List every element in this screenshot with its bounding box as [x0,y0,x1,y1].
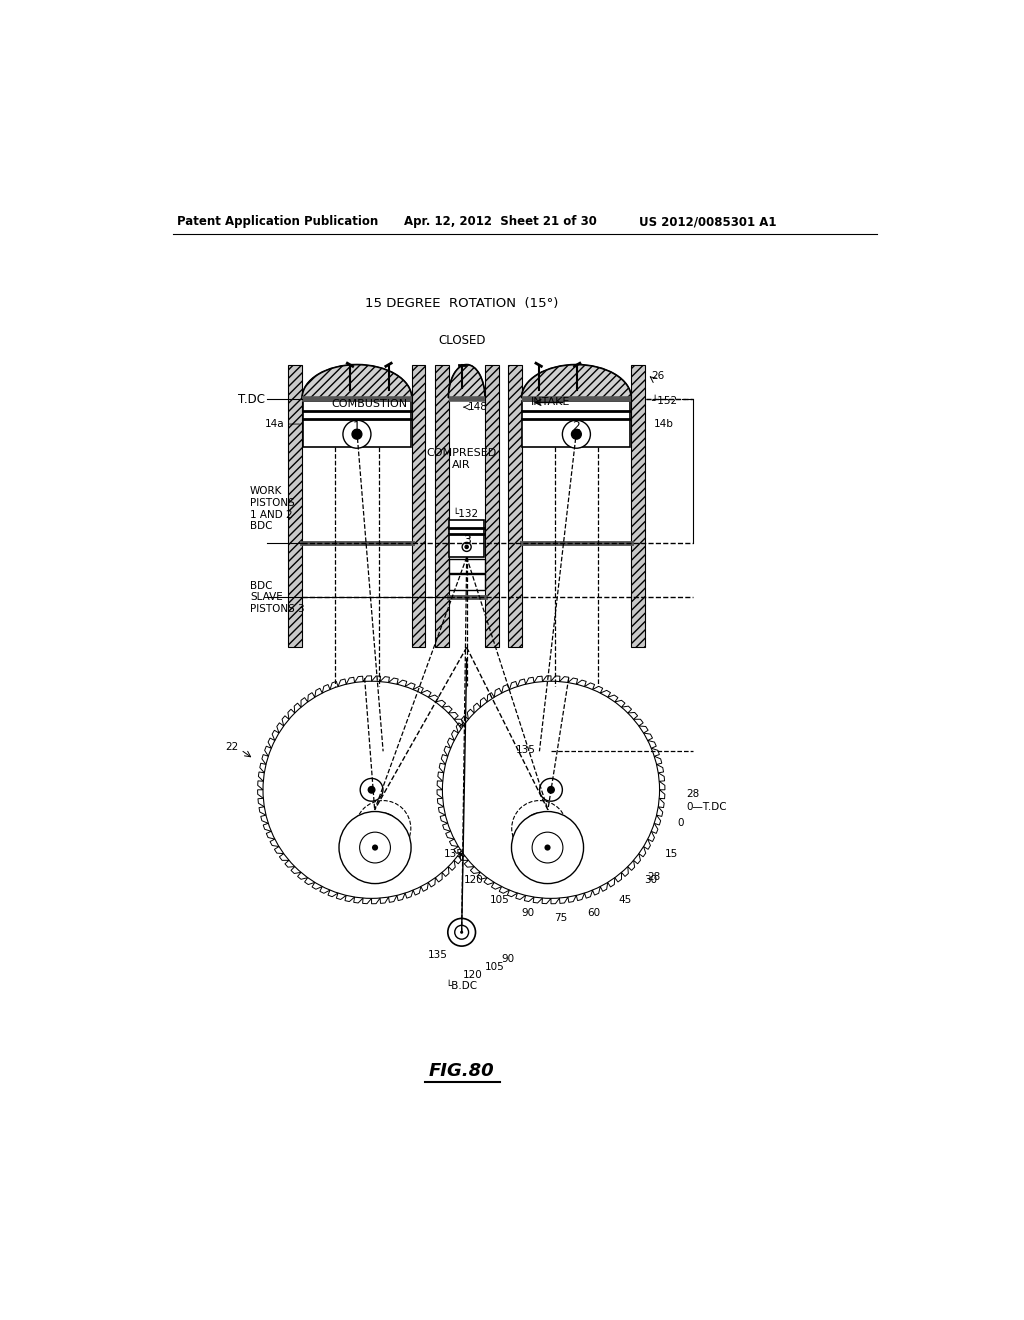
Polygon shape [303,401,411,447]
Text: 26: 26 [651,371,665,381]
Circle shape [455,925,469,940]
Text: Patent Application Publication: Patent Application Publication [177,215,378,228]
Circle shape [571,429,582,440]
Circle shape [360,779,383,801]
Polygon shape [289,364,302,647]
Circle shape [524,813,555,843]
Text: 3: 3 [463,535,471,546]
Text: 15: 15 [665,849,678,859]
Polygon shape [484,364,499,647]
Polygon shape [449,558,484,573]
Text: 2: 2 [572,420,581,433]
Text: 135: 135 [516,744,536,755]
Text: CLOSED: CLOSED [438,334,485,347]
Text: BDC
SLAVE
PISTONS 3: BDC SLAVE PISTONS 3 [250,581,304,614]
Text: T.DC: T.DC [239,393,265,407]
Circle shape [339,812,411,883]
Text: 148: 148 [468,403,487,412]
Text: 135: 135 [428,950,447,961]
Text: 105: 105 [484,962,505,972]
Text: 0—T.DC: 0—T.DC [686,801,727,812]
Circle shape [540,779,562,801]
Circle shape [465,545,468,549]
Text: 22: 22 [225,742,239,752]
Polygon shape [450,520,484,557]
Circle shape [537,825,543,832]
Text: 15 DEGREE  ROTATION  (15°): 15 DEGREE ROTATION (15°) [365,297,558,310]
Text: 135: 135 [443,849,463,859]
Circle shape [512,800,567,857]
Polygon shape [449,574,484,590]
Text: INTAKE: INTAKE [530,397,570,408]
Polygon shape [302,364,412,397]
Text: 0: 0 [678,818,684,828]
Text: COMBUSTION: COMBUSTION [331,399,408,409]
Circle shape [343,420,371,449]
Polygon shape [449,364,484,397]
Text: Apr. 12, 2012  Sheet 21 of 30: Apr. 12, 2012 Sheet 21 of 30 [403,215,597,228]
Circle shape [368,785,376,793]
Circle shape [511,812,584,883]
Circle shape [372,845,378,850]
Circle shape [447,919,475,946]
Circle shape [562,420,591,449]
Text: 75: 75 [554,912,567,923]
Text: COMPRESED
AIR: COMPRESED AIR [427,447,497,470]
Text: 14a: 14a [265,418,285,429]
Polygon shape [435,364,449,647]
Text: 105: 105 [490,895,510,906]
Text: 28: 28 [686,788,699,799]
Circle shape [545,845,551,850]
Text: 90: 90 [502,954,515,964]
Circle shape [460,931,463,933]
Text: 45: 45 [617,895,631,906]
Text: 28: 28 [647,873,660,882]
Text: 14b: 14b [654,418,674,429]
Text: 120: 120 [464,875,483,886]
Text: FIG.80: FIG.80 [429,1061,495,1080]
Text: 1: 1 [353,420,360,433]
Polygon shape [522,401,631,447]
Text: └B.DC: └B.DC [445,981,478,991]
Circle shape [442,681,659,899]
Text: US 2012/0085301 A1: US 2012/0085301 A1 [639,215,776,228]
Circle shape [532,832,563,863]
Text: └132: └132 [453,510,478,519]
Text: 30: 30 [644,875,657,886]
Circle shape [355,800,411,857]
Polygon shape [508,364,521,647]
Circle shape [263,681,480,899]
Circle shape [547,785,555,793]
Circle shape [380,825,386,832]
Text: 60: 60 [587,908,600,919]
Circle shape [359,832,390,863]
Polygon shape [521,364,631,397]
Text: ┘152: ┘152 [651,396,677,407]
Text: WORK
PISTONS
1 AND 2
BDC: WORK PISTONS 1 AND 2 BDC [250,486,295,531]
Polygon shape [631,364,645,647]
Circle shape [462,543,471,552]
Text: 120: 120 [463,970,483,979]
Circle shape [368,813,398,843]
Polygon shape [412,364,425,647]
Text: 90: 90 [521,908,535,919]
Circle shape [352,429,361,440]
